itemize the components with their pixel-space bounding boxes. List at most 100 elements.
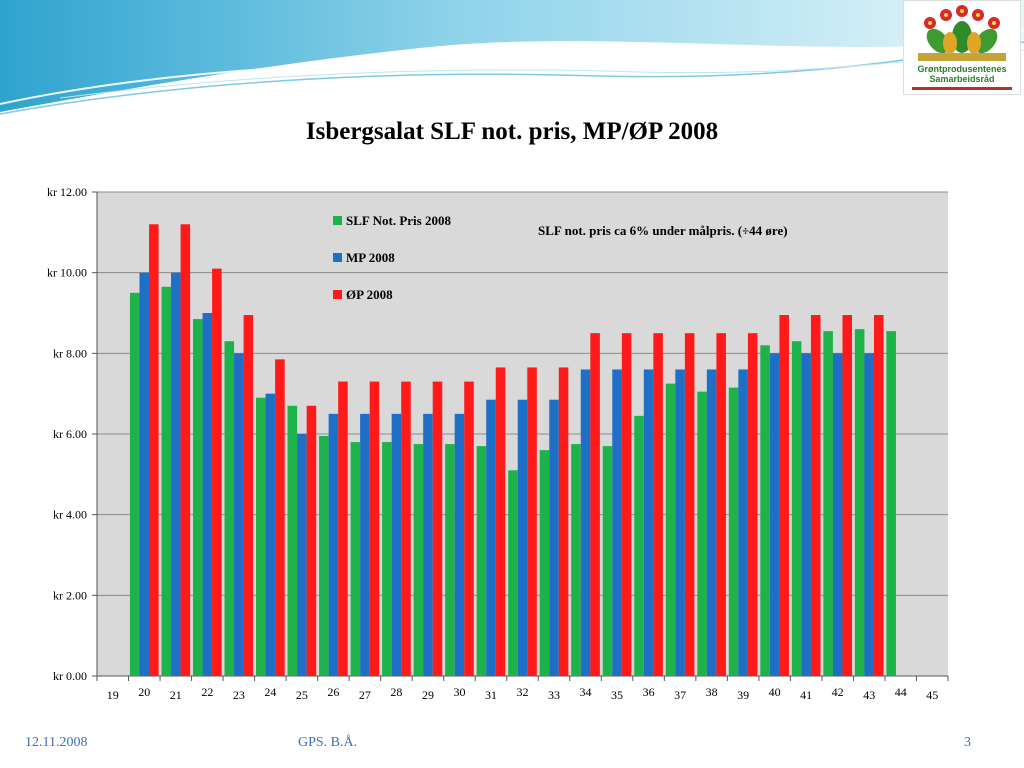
bar-slf (129, 292, 140, 676)
bar-op (558, 367, 569, 676)
bar-op (338, 381, 348, 676)
bar-slf (445, 444, 455, 676)
bar-op (842, 315, 853, 676)
x-tick-label: 26 (327, 685, 339, 699)
bar-mp (391, 413, 402, 676)
bar-op (149, 224, 159, 676)
bar-mp (517, 399, 528, 676)
bar-mp (360, 413, 370, 676)
bar-mp (423, 413, 433, 676)
x-tick-label: 41 (800, 688, 812, 702)
legend-label: MP 2008 (346, 250, 395, 265)
y-tick-label: kr 6.00 (53, 427, 87, 441)
bar-op (684, 333, 695, 676)
bar-mp (454, 413, 465, 676)
bar-op (275, 359, 285, 676)
x-tick-label: 28 (390, 685, 402, 699)
bar-slf (854, 329, 865, 676)
bar-mp (139, 272, 150, 676)
bar-op (590, 333, 600, 676)
bar-mp (580, 369, 591, 676)
y-tick-label: kr 12.00 (47, 185, 87, 199)
bar-slf (382, 442, 392, 676)
x-tick-label: 23 (233, 688, 245, 702)
bar-op (810, 315, 821, 676)
x-tick-label: 43 (863, 688, 875, 702)
bar-op (243, 315, 254, 676)
x-tick-label: 40 (769, 685, 781, 699)
legend-label: ØP 2008 (346, 287, 393, 302)
legend-swatch (333, 290, 342, 299)
legend-swatch (333, 253, 342, 262)
x-tick-label: 25 (296, 688, 308, 702)
bar-mp (612, 369, 622, 676)
bar-op (747, 333, 758, 676)
x-tick-label: 29 (422, 688, 434, 702)
bar-slf (192, 319, 203, 676)
flower-logo-icon (918, 5, 1006, 61)
bar-op (527, 367, 537, 676)
y-tick-label: kr 2.00 (53, 588, 87, 602)
y-tick-label: kr 4.00 (53, 508, 87, 522)
x-tick-label: 35 (611, 688, 623, 702)
x-tick-label: 33 (548, 688, 560, 702)
bar-mp (738, 369, 748, 676)
x-tick-label: 34 (580, 685, 592, 699)
x-tick-label: 36 (643, 685, 655, 699)
footer-date: 12.11.2008 (25, 735, 88, 750)
bar-slf (476, 446, 487, 676)
bar-slf (728, 387, 739, 676)
x-tick-label: 21 (170, 688, 182, 702)
bar-op (464, 381, 474, 676)
bar-mp (832, 353, 843, 676)
bar-mp (675, 369, 685, 676)
bar-slf (161, 286, 172, 676)
logo-text-line1: Grøntprodusentenes (917, 64, 1007, 74)
bar-mp (769, 353, 780, 676)
bar-op (621, 333, 632, 676)
organization-logo: Grøntprodusentenes Samarbeidsråd (903, 0, 1021, 95)
x-tick-label: 20 (138, 685, 150, 699)
bar-op (495, 367, 506, 676)
x-tick-label: 22 (201, 685, 213, 699)
bar-slf (602, 446, 613, 676)
slide-title: Isbergsalat SLF not. pris, MP/ØP 2008 (305, 118, 719, 145)
bar-slf (319, 436, 329, 676)
page-number: 3 (964, 735, 971, 750)
bar-mp (265, 393, 276, 676)
bar-slf (287, 405, 298, 676)
bar-mp (706, 369, 717, 676)
x-tick-label: 30 (453, 685, 465, 699)
legend-swatch (333, 216, 342, 225)
bar-op (873, 315, 884, 676)
bar-mp (297, 434, 307, 676)
bar-slf (886, 331, 896, 676)
bar-mp (202, 313, 213, 676)
footer-author: GPS. B.Å. (298, 735, 358, 750)
bar-slf (413, 444, 424, 676)
bar-mp (171, 272, 181, 676)
bar-op (180, 224, 191, 676)
bar-mp (801, 353, 811, 676)
bar-slf (224, 341, 235, 676)
bar-slf (697, 391, 707, 676)
bar-mp (549, 399, 559, 676)
bar-op (779, 315, 789, 676)
bar-slf (634, 415, 644, 676)
logo-text: Grøntprodusentenes Samarbeidsråd (908, 64, 1016, 84)
x-tick-label: 39 (737, 688, 749, 702)
bar-op (653, 333, 663, 676)
bar-op (716, 333, 726, 676)
bar-slf (350, 442, 361, 676)
x-tick-label: 32 (517, 685, 529, 699)
bar-mp (486, 399, 496, 676)
x-tick-label: 45 (926, 688, 938, 702)
bar-slf (665, 383, 676, 676)
logo-text-line2: Samarbeidsråd (929, 74, 995, 84)
bar-op (306, 405, 317, 676)
logo-underline (912, 87, 1012, 90)
y-tick-label: kr 8.00 (53, 346, 87, 360)
bar-op (401, 381, 411, 676)
y-tick-label: kr 0.00 (53, 669, 87, 683)
bar-op (369, 381, 380, 676)
